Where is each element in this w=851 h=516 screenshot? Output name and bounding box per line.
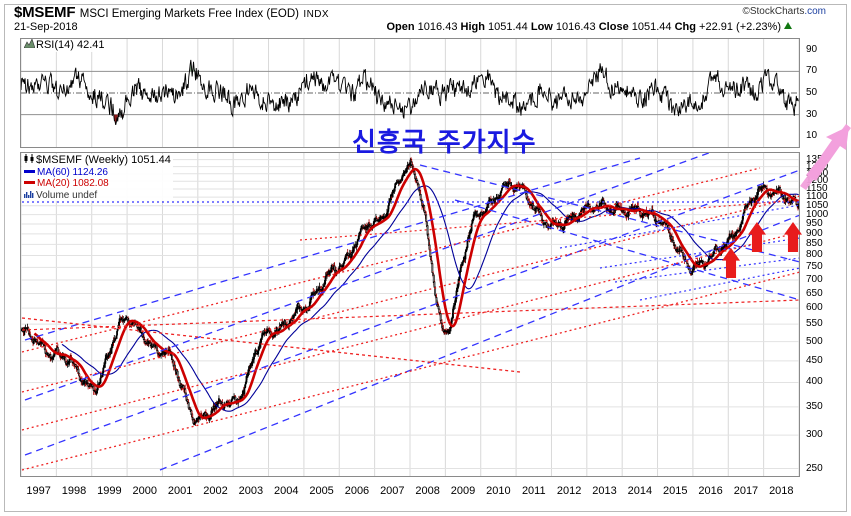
rsi-y-tick: 10 [806, 130, 818, 142]
ma20-label: MA(20) 1082.08 [37, 178, 109, 189]
x-axis-year: 2012 [556, 485, 582, 497]
price-panel [20, 152, 800, 477]
x-axis-year: 2006 [344, 485, 370, 497]
price-plot [21, 153, 799, 476]
open-label: Open [386, 21, 415, 33]
x-axis-year: 2008 [415, 485, 440, 497]
ma60-color-swatch [24, 169, 35, 173]
price-y-tick: 850 [806, 238, 823, 250]
volume-legend-row: Volume undef [24, 190, 171, 202]
price-y-tick: 450 [806, 354, 823, 366]
candlestick-icon [24, 154, 35, 167]
close-label: Close [598, 21, 629, 33]
chart-header: $MSEMF MSCI Emerging Markets Free Index … [14, 4, 834, 36]
x-axis-year: 2010 [486, 485, 511, 497]
x-axis-year: 2018 [769, 485, 794, 497]
price-y-tick: 550 [806, 318, 823, 330]
open-value: 1016.43 [417, 21, 458, 33]
ma20-legend-row: MA(20) 1082.08 [24, 178, 171, 190]
ma60-label: MA(60) 1124.26 [37, 166, 108, 178]
price-y-tick: 800 [806, 249, 823, 261]
rsi-legend-text: RSI(14) 42.41 [36, 39, 105, 51]
price-legend: $MSEMF (Weekly) 1051.44 MA(60) 1124.26 M… [22, 154, 173, 201]
price-y-tick: 1000 [806, 208, 829, 220]
korean-annotation-label: 신흥국 주가지수 [352, 128, 537, 158]
price-y-tick: 1100 [806, 191, 828, 203]
x-axis-year: 1999 [97, 485, 122, 497]
chg-value: +22.91 (+2.23%) [699, 21, 781, 33]
low-label: Low [530, 21, 553, 33]
price-y-tick: 300 [806, 429, 823, 441]
price-y-tick: 350 [806, 400, 823, 412]
rsi-y-tick: 50 [806, 87, 818, 98]
rsi-legend: RSI(14) 42.41 [22, 38, 107, 52]
price-y-tick: 500 [806, 335, 823, 347]
high-label: High [460, 21, 485, 33]
price-y-tick: 950 [806, 218, 823, 230]
symbol-description: MSCI Emerging Markets Free Index (EOD) [79, 8, 299, 20]
quote-bar: Open 1016.43 High 1051.44 Low 1016.43 Cl… [386, 21, 792, 33]
x-axis-year: 2014 [627, 485, 653, 497]
x-axis-year: 2001 [167, 485, 193, 497]
rsi-y-tick: 70 [806, 65, 818, 77]
brand-tld: .com [804, 6, 826, 17]
rsi-y-tick: 90 [806, 43, 818, 55]
rsi-y-tick: 30 [806, 108, 818, 120]
price-y-tick: 900 [806, 227, 823, 239]
chart-frame [4, 4, 847, 512]
quote-date: 21-Sep-2018 [14, 21, 78, 33]
price-y-tick: 600 [806, 302, 823, 314]
x-axis-year: 2013 [592, 485, 617, 497]
x-axis-year: 2003 [238, 485, 264, 497]
price-legend-title: $MSEMF (Weekly) 1051.44 [36, 154, 171, 166]
x-axis-year: 2016 [698, 485, 723, 497]
volume-bars-icon [24, 190, 35, 202]
ma60-legend-row: MA(60) 1124.26 [24, 167, 171, 179]
price-y-tick: 700 [806, 273, 823, 285]
price-y-tick: 1050 [806, 199, 829, 211]
chg-label: Chg [674, 21, 696, 33]
price-y-tick: 250 [806, 462, 823, 474]
rsi-indicator-icon [23, 38, 36, 52]
copyright-symbol: © [742, 6, 750, 17]
x-axis-year: 2000 [132, 485, 157, 497]
up-triangle-icon [784, 22, 792, 29]
low-value: 1016.43 [555, 21, 596, 33]
stockcharts-watermark: ©StockCharts.com [742, 6, 826, 17]
brand-name: StockCharts [749, 6, 805, 17]
rsi-panel [20, 38, 800, 148]
price-y-tick: 400 [806, 376, 823, 388]
x-axis-year: 2002 [203, 485, 228, 497]
rsi-plot [21, 39, 799, 147]
volume-label: Volume undef [36, 189, 98, 201]
x-axis-year: 2015 [662, 485, 688, 497]
price-y-tick: 750 [806, 261, 823, 273]
x-axis-year: 2009 [450, 485, 476, 497]
x-axis-year: 1997 [26, 485, 51, 497]
symbol-ticker: $MSEMF [14, 4, 76, 21]
x-axis-year: 2011 [521, 485, 546, 497]
price-legend-title-row: $MSEMF (Weekly) 1051.44 [24, 154, 171, 167]
x-axis-year: 2007 [380, 485, 405, 497]
high-value: 1051.44 [488, 21, 528, 33]
price-y-tick: 650 [806, 287, 823, 299]
x-axis-year: 2005 [309, 485, 334, 497]
x-axis-year: 2004 [273, 485, 299, 497]
symbol-exchange: INDX [303, 9, 329, 20]
ma20-color-swatch [24, 181, 35, 184]
x-axis-year: 1998 [61, 485, 87, 497]
x-axis-year: 2017 [733, 485, 759, 497]
close-value: 1051.44 [631, 21, 672, 33]
